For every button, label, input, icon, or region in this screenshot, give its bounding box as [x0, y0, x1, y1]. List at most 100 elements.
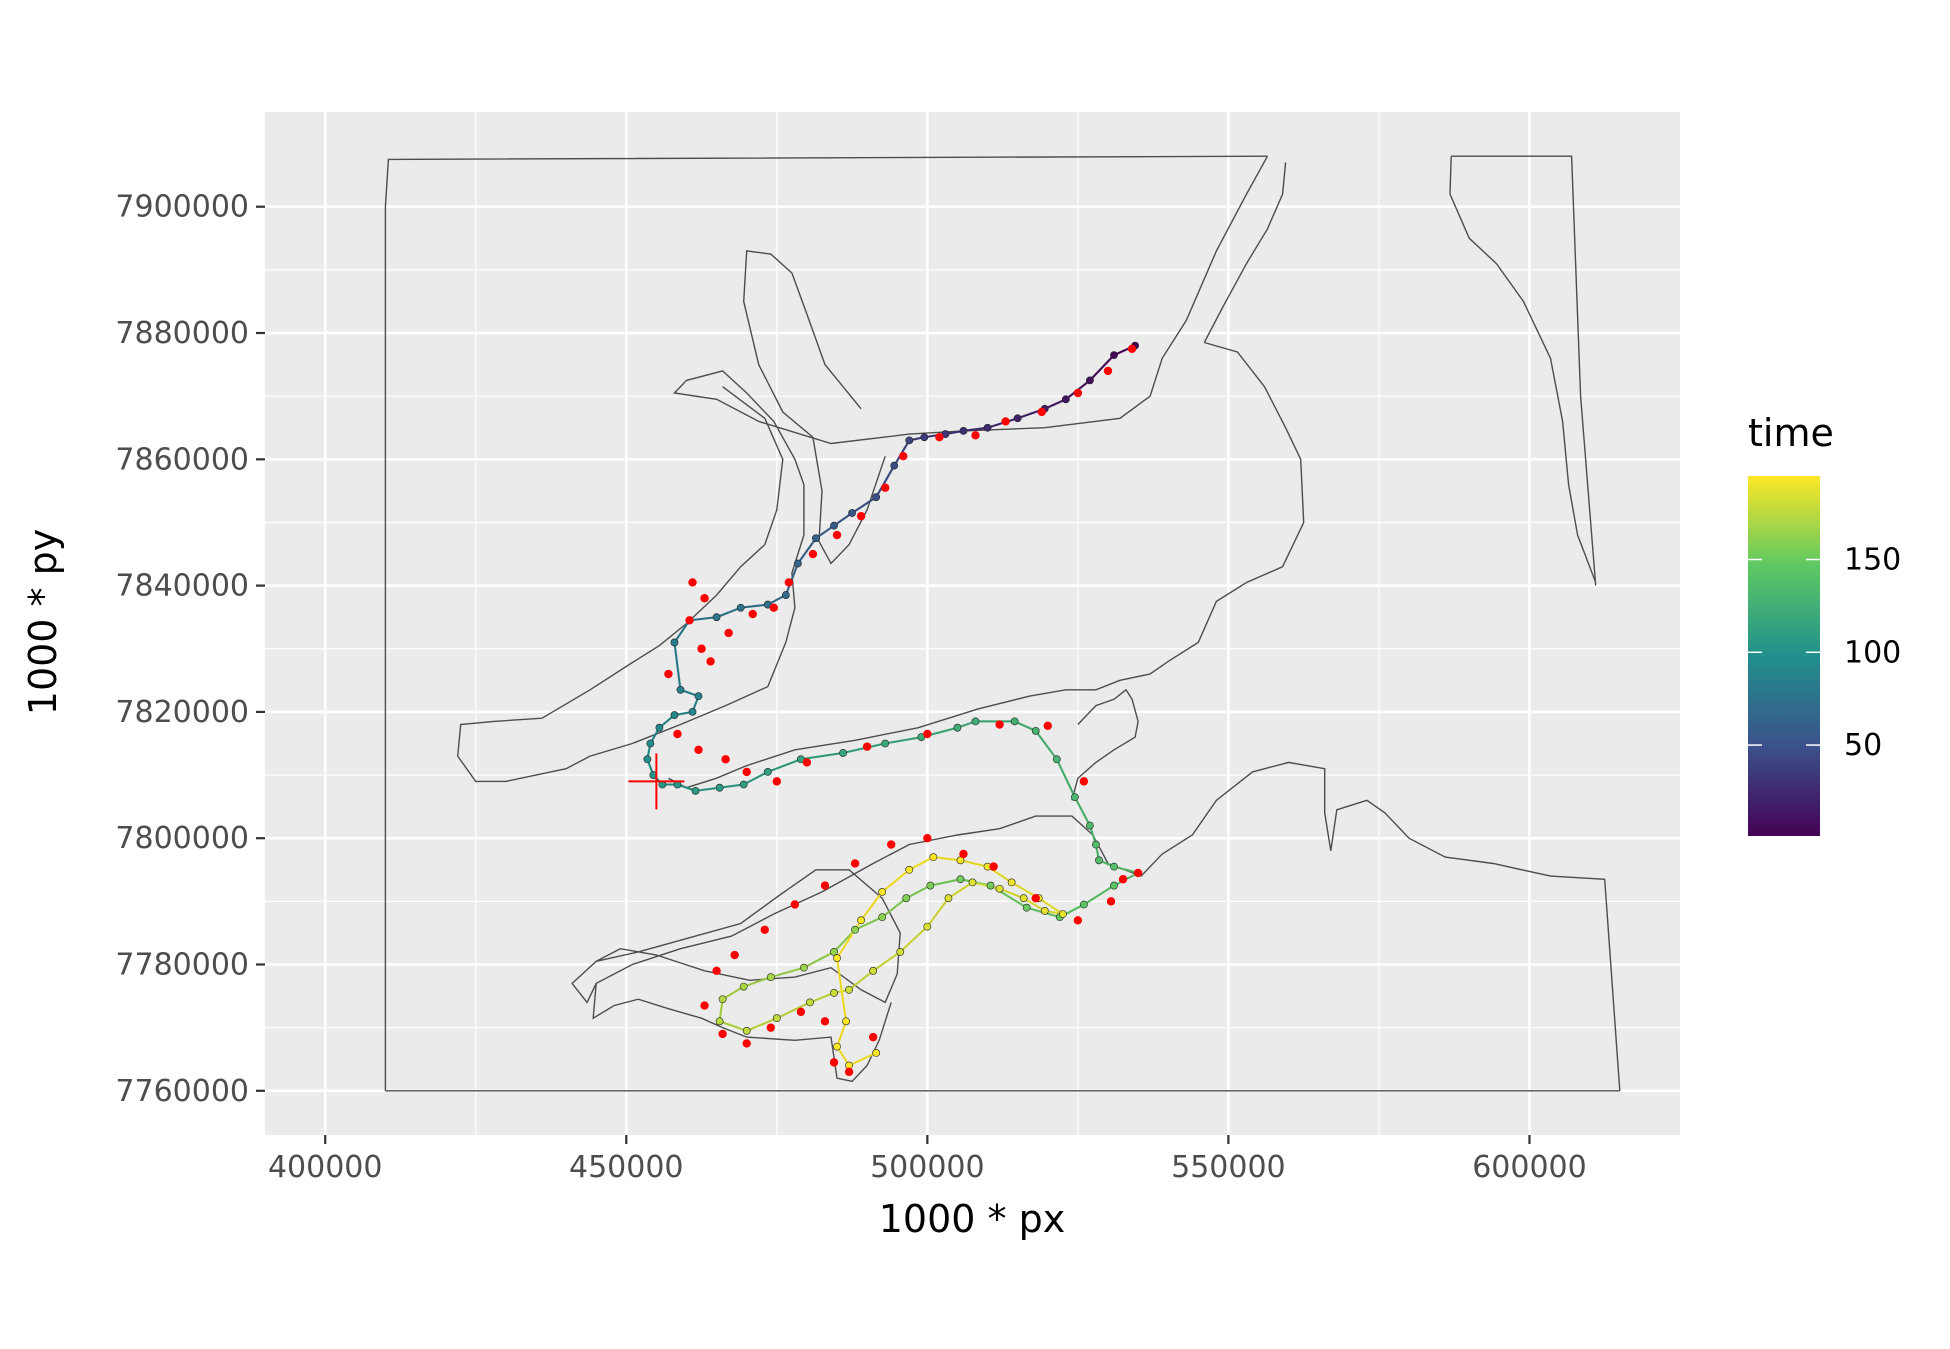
track-point: [691, 786, 700, 795]
track-point: [812, 534, 820, 543]
track-point: [763, 767, 772, 776]
track-point: [929, 853, 938, 862]
y-axis-title: 1000 * py: [21, 529, 65, 715]
track-point: [1007, 878, 1016, 887]
track-color-segment: [908, 856, 934, 871]
track-color-segment: [689, 616, 717, 622]
outlier-point: [688, 578, 697, 587]
track-color-segment: [1073, 796, 1091, 827]
track-point: [968, 878, 977, 887]
track-point: [1058, 910, 1067, 918]
track-color-segment: [930, 878, 961, 887]
outlier-point: [1103, 366, 1113, 376]
track-point: [712, 613, 721, 622]
track-point: [839, 749, 847, 757]
track-color-segment: [872, 950, 901, 972]
track-point: [833, 1042, 841, 1051]
track-color-segment: [885, 736, 922, 745]
outlier-point: [808, 549, 818, 559]
outlier-point: [1118, 875, 1128, 884]
outlier-point: [766, 1023, 775, 1032]
track-point: [869, 966, 878, 975]
track-point: [923, 922, 932, 931]
track-point: [857, 916, 866, 925]
coastline-path: [1451, 155, 1597, 586]
track-color-segment: [851, 496, 877, 514]
track-color-segment: [800, 751, 844, 761]
outlier-point: [935, 433, 944, 442]
outlier-point: [790, 900, 800, 909]
x-tick-label: 600000: [1472, 1150, 1587, 1185]
outlier-point: [712, 966, 721, 976]
outlier-point: [923, 834, 932, 843]
coastline-path: [384, 155, 1268, 1091]
track-point: [920, 433, 929, 442]
outlier-point: [844, 1067, 854, 1077]
track-color-segment: [695, 786, 720, 792]
track-color-segment: [881, 868, 910, 893]
track-color-segment: [743, 770, 769, 786]
outlier-point: [718, 1029, 727, 1039]
y-axis: 7760000 7780000 7800000 7820000 7840000 78600…: [115, 190, 265, 1109]
track-point: [1013, 414, 1022, 423]
start-marker: [628, 753, 685, 810]
track-point: [766, 973, 775, 982]
track-color-segment: [947, 881, 974, 900]
x-tick-label: 450000: [569, 1150, 684, 1185]
track-point: [739, 982, 748, 991]
track-point: [1110, 351, 1118, 360]
track-point: [1052, 755, 1061, 764]
track-color-segment: [860, 891, 884, 921]
track-color-segment: [835, 958, 848, 1022]
track-point: [830, 521, 838, 530]
outlier-point: [673, 729, 682, 739]
outlier-point: [1043, 721, 1052, 730]
track-point: [833, 954, 841, 963]
outlier-point: [1106, 897, 1116, 906]
track-color-segment: [835, 1020, 848, 1047]
x-tick-label: 400000: [268, 1150, 383, 1185]
track-point: [830, 989, 838, 997]
track-point: [986, 881, 995, 890]
outlier-point: [971, 431, 980, 440]
track-color-segment: [933, 856, 961, 862]
track-point: [830, 947, 838, 956]
outlier-point: [899, 451, 908, 461]
track-point: [1061, 395, 1070, 404]
outlier-point: [887, 840, 896, 849]
track-point: [905, 436, 914, 445]
legend-tick-label: 100: [1844, 635, 1901, 670]
outlier-point: [724, 628, 733, 638]
legend-tick-label: 150: [1844, 543, 1901, 578]
track-point: [902, 894, 911, 903]
track-color-segment: [881, 897, 907, 919]
track-point: [944, 894, 953, 903]
outlier-point: [820, 1017, 830, 1026]
track-point: [688, 708, 697, 716]
track-color-segment: [784, 563, 799, 596]
x-tick-label: 500000: [870, 1150, 985, 1185]
track-point: [896, 947, 905, 956]
track-point: [1086, 821, 1094, 830]
outlier-point: [850, 859, 860, 868]
track-color-segment: [770, 966, 805, 979]
outlier-point: [772, 777, 782, 786]
y-tick-label: 7900000: [115, 190, 249, 225]
legend-title: time: [1748, 411, 1834, 455]
outlier-point: [769, 603, 778, 612]
track-point: [718, 995, 727, 1004]
track-point: [1010, 717, 1019, 726]
legend-tick-label: 50: [1844, 728, 1882, 763]
outlier-point: [694, 745, 703, 754]
track-point: [736, 603, 745, 612]
track-point: [1031, 726, 1040, 735]
track-point: [772, 1014, 781, 1023]
track-color-segment: [809, 991, 835, 1004]
track-point: [739, 780, 748, 789]
outlier-point: [1127, 344, 1137, 354]
track-color-segment: [746, 1017, 778, 1032]
outlier-point: [685, 616, 694, 625]
track-point: [878, 887, 887, 896]
outlier-point: [721, 755, 730, 764]
